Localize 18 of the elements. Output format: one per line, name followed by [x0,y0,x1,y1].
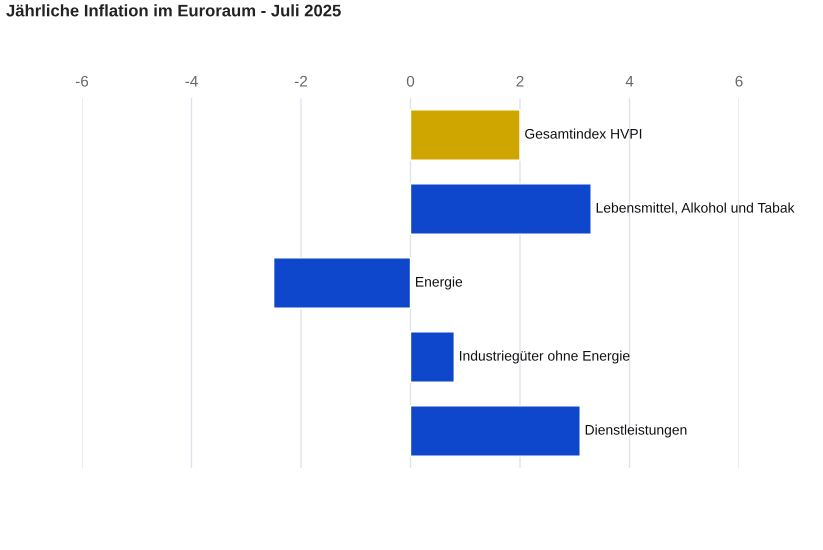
bar [410,405,581,457]
bar [410,109,521,161]
y-tick-label: Gesamtindex HVPI [525,128,642,139]
y-tick-label: Energie [416,276,462,290]
x-tick-label: -6 [76,76,88,87]
x-tick-label: 4 [626,76,634,86]
bar [410,331,455,383]
x-tick-label: 6 [736,76,743,87]
y-tick-label: Industriegüter ohne Energie [460,350,630,364]
bar [272,257,412,309]
x-tick-label: 2 [516,76,524,86]
x-tick-label: -2 [294,76,308,86]
bar [410,183,592,235]
x-tick-label: -4 [185,76,198,86]
y-tick-label: Dienstleistungen [586,424,686,438]
y-tick-label: Lebensmittel, Alkohol und Tabak [596,202,795,214]
chart-title: Jährliche Inflation im Euroraum - Juli 2025 [6,4,341,16]
x-tick-label: 0 [406,76,414,87]
